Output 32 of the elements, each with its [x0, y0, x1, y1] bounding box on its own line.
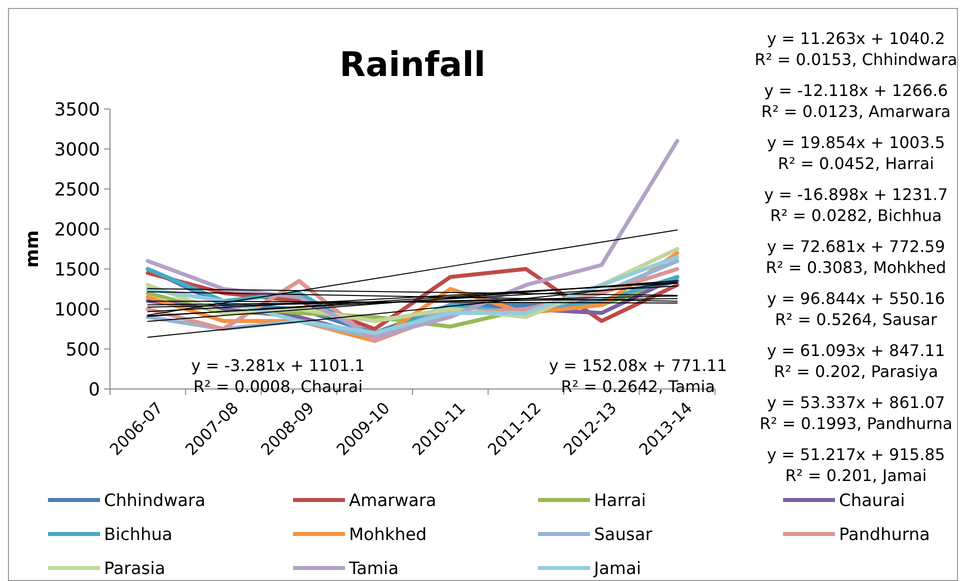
text: y = 53.337x + 861.07 R² = 0.1993, Pandhurna — [760, 393, 952, 433]
text: y = 72.681x + 772.59 R² = 0.3083, Mohkhed — [766, 237, 946, 277]
legend-label: Parasia — [104, 558, 166, 579]
y-tick-label: 1000 — [54, 299, 100, 320]
text: y = 61.093x + 847.11 R² = 0.202, Parasiya — [766, 341, 946, 381]
text: y = -12.118x + 1266.6 R² = 0.0123, Amarwara — [761, 81, 951, 121]
y-tick-label: 3000 — [54, 139, 100, 160]
text: y = 19.854x + 1003.5 R² = 0.0452, Harrai — [766, 133, 946, 173]
text: y = -16.898x + 1231.7 R² = 0.0282, Bichhua — [764, 185, 948, 225]
text: y = 51.217x + 915.85 R² = 0.201, Jamai — [766, 445, 946, 485]
legend-label: Bichhua — [104, 524, 172, 545]
y-tick-label: 500 — [66, 339, 100, 360]
annotation: y = -3.281x + 1101.1 R² = 0.0008, Chaurai — [191, 356, 365, 396]
y-tick-label: 3500 — [54, 99, 100, 120]
text: y = 96.844x + 550.16 R² = 0.5264, Sausar — [766, 289, 946, 329]
y-tick-label: 2500 — [54, 179, 100, 200]
y-axis-title: mm — [22, 230, 43, 268]
chart-title: Rainfall — [339, 45, 486, 85]
legend-label: Mohkhed — [349, 524, 427, 545]
y-tick-label: 0 — [88, 379, 100, 400]
legend-label: Chhindwara — [104, 490, 206, 511]
legend-label: Sausar — [594, 524, 652, 545]
text: y = 11.263x + 1040.2 R² = 0.0153, Chhindwara — [754, 29, 958, 69]
legend-label: Tamia — [348, 558, 399, 579]
legend-label: Jamai — [593, 558, 642, 579]
y-tick-label: 1500 — [54, 259, 100, 280]
annotation: y = 152.08x + 771.11 R² = 0.2642, Tamia — [548, 356, 728, 396]
legend-label: Chaurai — [839, 490, 905, 511]
legend-label: Amarwara — [349, 490, 436, 511]
legend-label: Pandhurna — [839, 524, 930, 545]
legend-label: Harrai — [594, 490, 646, 511]
y-tick-label: 2000 — [54, 219, 100, 240]
